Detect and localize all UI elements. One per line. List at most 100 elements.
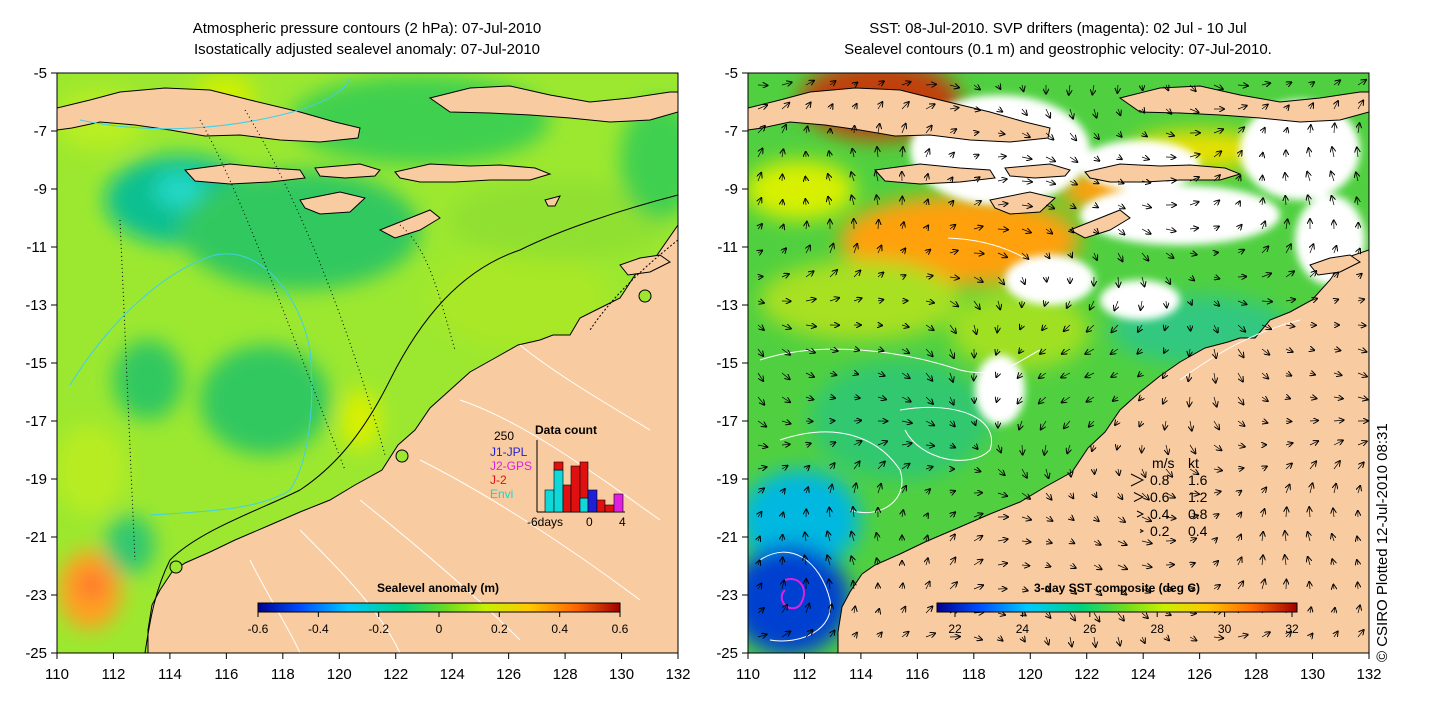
velocity-arrow — [1190, 588, 1194, 589]
sla-colorbar-tick: -0.4 — [308, 622, 329, 636]
velocity-arrow — [827, 532, 830, 542]
velocity-arrow — [998, 85, 1000, 89]
right-y-tick-label: -9 — [725, 181, 738, 198]
velocity-arrow — [1165, 493, 1175, 498]
velocity-arrow — [853, 462, 860, 470]
velocity-arrow — [830, 104, 833, 109]
velocity-arrow — [1237, 445, 1245, 447]
velocity-arrow — [1334, 246, 1336, 254]
velocity-arrow — [1358, 486, 1360, 494]
velocity-arrow — [1357, 560, 1358, 565]
velocity-arrow — [830, 81, 836, 85]
velocity-arrow — [829, 270, 837, 278]
velocity-arrow — [757, 348, 763, 356]
velocity-arrow — [949, 300, 958, 306]
velocity-arrow — [1166, 109, 1171, 114]
velocity-arrow — [949, 129, 956, 133]
velocity-legend: m/s kt 0.8 1.60.6 1.20.4 0.80.2 0.4 — [1130, 455, 1208, 539]
velocity-arrow — [1334, 123, 1335, 134]
right-x-tick-label: 128 — [1244, 666, 1269, 683]
velocity-arrow — [1117, 612, 1124, 621]
velocity-arrow — [1166, 637, 1169, 640]
velocity-arrow — [1021, 492, 1030, 499]
velocity-arrow — [1213, 151, 1221, 158]
velocity-arrow — [1046, 589, 1050, 592]
velocity-arrow — [853, 507, 854, 518]
velocity-arrow — [926, 226, 928, 230]
velocity-arrow — [1262, 176, 1263, 182]
velocity-arrow — [1189, 396, 1190, 406]
velocity-arrow — [782, 200, 783, 205]
velocity-arrow — [997, 204, 1008, 206]
velocity-arrow — [901, 421, 912, 423]
velocity-arrow — [973, 469, 980, 472]
velocity-arrow — [1165, 517, 1176, 518]
velocity-arrow — [853, 581, 854, 590]
left-y-tick-label: -15 — [25, 355, 47, 372]
velocity-arrow — [1021, 157, 1031, 159]
velocity-arrow — [782, 149, 783, 158]
velocity-arrow — [876, 195, 878, 206]
right-axes: 110 112 114 116 118 120 122 124 126 128 130 132 -5 -7… — [716, 65, 1381, 683]
velocity-arrow — [1237, 396, 1244, 404]
velocity-arrow — [782, 535, 783, 542]
right-y-tick-label: -13 — [716, 297, 738, 314]
velocity-arrow — [782, 466, 788, 469]
velocity-arrow — [1046, 277, 1047, 282]
inset-title: Data count — [535, 423, 597, 437]
velocity-arrow — [1261, 632, 1270, 637]
velocity-arrow — [781, 82, 792, 85]
sst-colorbar-bar — [936, 602, 1298, 613]
left-axes: 110 112 114 116 118 120 122 124 126 128 130 132 -5 -7… — [25, 65, 690, 683]
velocity-arrow — [1020, 325, 1022, 329]
velocity-arrow — [973, 514, 983, 517]
velocity-arrow — [973, 201, 981, 205]
velocity-arrow — [1070, 493, 1073, 498]
velocity-arrow — [997, 493, 1007, 496]
velocity-arrow — [1045, 301, 1046, 306]
velocity-arrow — [1093, 541, 1101, 545]
velocity-arrow — [1163, 396, 1166, 404]
velocity-arrow — [1118, 636, 1120, 646]
velocity-arrow — [1118, 157, 1122, 159]
velocity-arrow — [757, 325, 764, 330]
velocity-arrow — [1165, 420, 1166, 429]
velocity-arrow — [1331, 172, 1334, 182]
sst-colorbar-tick: 26 — [1083, 622, 1097, 636]
velocity-arrow — [926, 149, 929, 158]
velocity-arrow — [1261, 348, 1269, 355]
velocity-arrow — [1061, 373, 1071, 378]
left-y-tick-label: -9 — [34, 181, 47, 198]
velocity-arrow — [1309, 421, 1318, 422]
velocity-arrow — [757, 420, 766, 427]
velocity-arrow — [1285, 271, 1294, 278]
velocity-arrow — [1333, 373, 1342, 375]
velocity-arrow — [805, 271, 814, 278]
velocity-arrow — [1238, 558, 1242, 566]
velocity-arrow — [852, 149, 854, 158]
velocity-legend-ms: 0.6 — [1150, 489, 1170, 505]
velocity-arrow — [1070, 541, 1074, 543]
velocity-arrow — [1237, 127, 1244, 134]
velocity-arrow — [1213, 85, 1223, 89]
velocity-arrow — [1357, 463, 1364, 470]
velocity-arrow — [901, 632, 909, 638]
velocity-arrow — [997, 229, 1008, 230]
sla-colorbar-label: Sealevel anomaly (m) — [377, 581, 499, 595]
velocity-arrow — [1138, 373, 1142, 376]
velocity-arrow — [1238, 513, 1241, 518]
credit-text: © CSIRO Plotted 12-Jul-2010 08:31 — [1374, 423, 1391, 662]
velocity-arrow — [1094, 636, 1096, 647]
sla-colorbar-tick: 0.6 — [612, 622, 629, 636]
velocity-arrow — [830, 485, 832, 494]
sla-colorbar-tick: 0.2 — [491, 622, 508, 636]
velocity-arrow — [1069, 565, 1076, 568]
velocity-arrow — [1113, 397, 1118, 401]
velocity-arrow — [1093, 612, 1099, 621]
velocity-arrow — [1262, 488, 1266, 494]
inset-legend-entry: J2-GPS — [490, 459, 532, 473]
velocity-arrow — [1214, 324, 1218, 332]
tide-gauge-marker — [395, 449, 409, 463]
velocity-arrow — [1286, 128, 1287, 133]
velocity-arrow — [781, 348, 790, 355]
